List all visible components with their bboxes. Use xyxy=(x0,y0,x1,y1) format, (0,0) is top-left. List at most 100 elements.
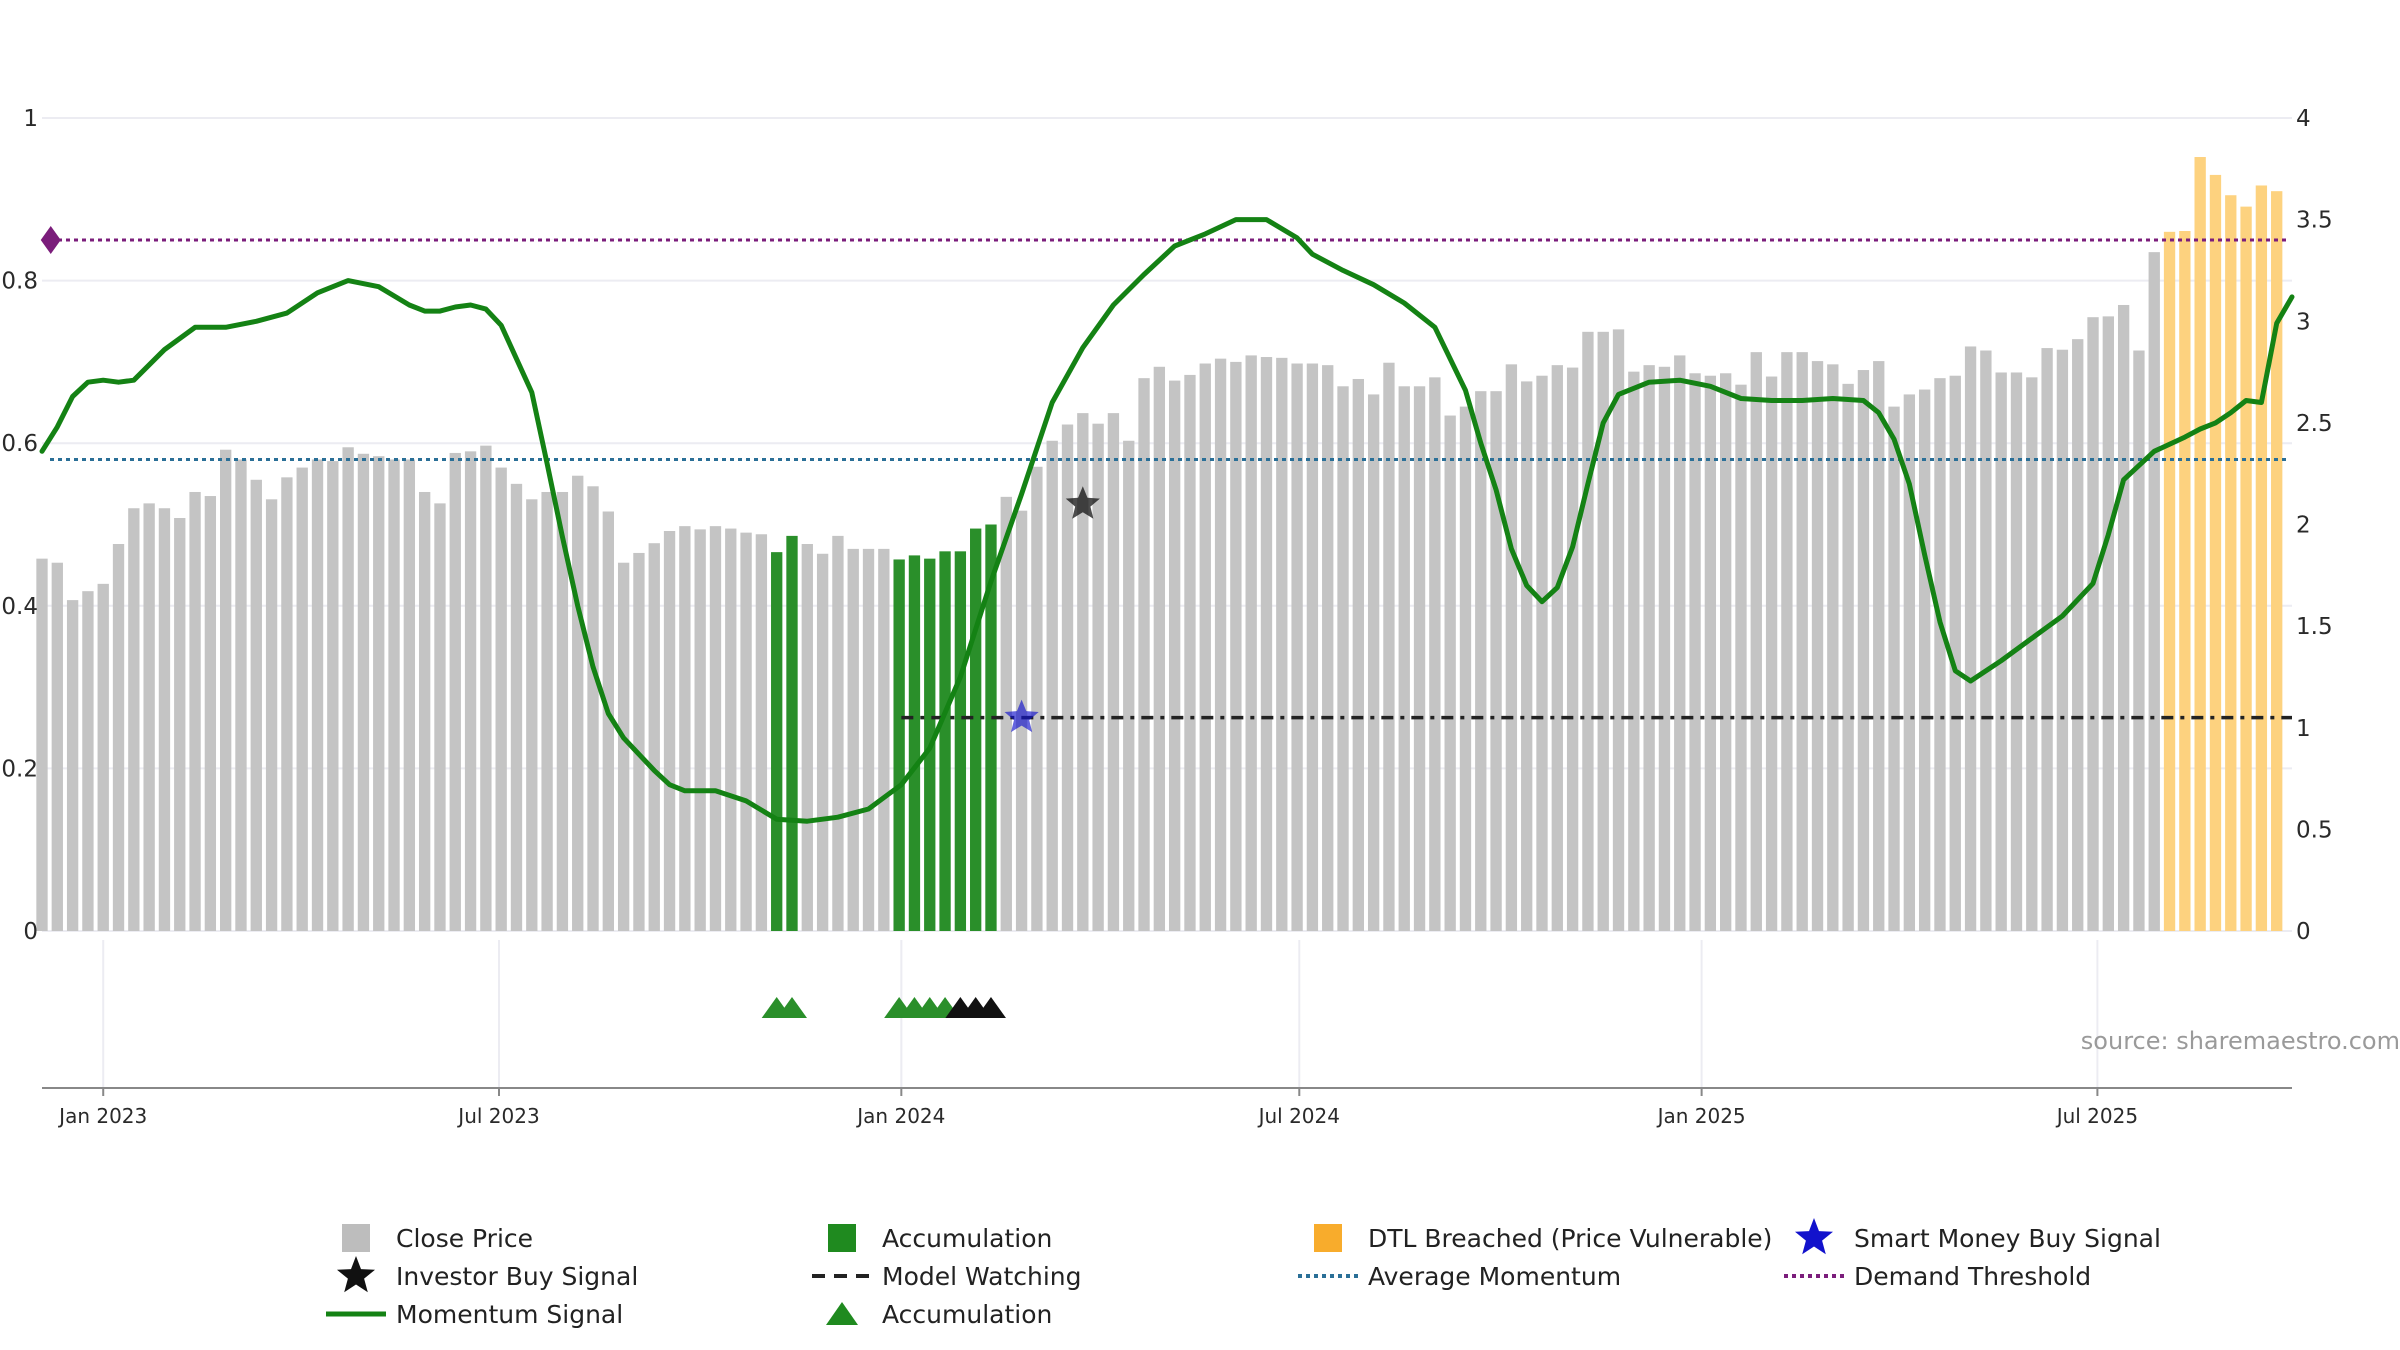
close-price-bar xyxy=(1337,386,1349,931)
close-price-bar xyxy=(1873,361,1885,931)
reference-lines xyxy=(50,238,2292,720)
close-price-bar xyxy=(1566,367,1579,931)
legend-item: Accumulation xyxy=(826,1300,1052,1329)
close-price-bar xyxy=(174,517,186,931)
close-price-bar xyxy=(1949,375,1961,931)
close-price-bar xyxy=(847,548,859,931)
close-price-bar xyxy=(1735,384,1747,931)
dtl-breached-bar xyxy=(2255,185,2268,931)
close-price-bar xyxy=(1383,362,1395,931)
investor-triangle xyxy=(975,997,1006,1018)
y-right-tick-label: 2 xyxy=(2296,513,2311,539)
close-price-bar xyxy=(1077,413,1089,931)
close-price-bar xyxy=(663,531,676,931)
close-price-bar xyxy=(1980,350,1992,931)
close-price-bar xyxy=(1628,371,1640,931)
close-price-bar xyxy=(1367,394,1380,931)
close-price-bar xyxy=(648,543,660,931)
y-right-tick-label: 0.5 xyxy=(2296,817,2333,843)
legend-item: Average Momentum xyxy=(1298,1262,1621,1291)
close-price-bar xyxy=(1123,440,1135,931)
legend-label: Accumulation xyxy=(882,1300,1052,1329)
close-price-bar xyxy=(112,544,125,931)
close-price-bar xyxy=(373,456,385,931)
close-price-bar xyxy=(1704,375,1717,931)
legend-item: Investor Buy Signal xyxy=(337,1256,638,1293)
y-left-tick-label: 1 xyxy=(23,106,38,132)
demand-threshold-marker xyxy=(40,225,61,254)
close-price-bar xyxy=(1750,352,1762,931)
close-price-bar xyxy=(2087,317,2099,931)
x-tick-label: Jan 2024 xyxy=(855,1104,945,1128)
dtl-breached-bar xyxy=(2163,231,2176,931)
legend-label: Close Price xyxy=(396,1224,533,1253)
y-axis-left: 0 0.2 0.4 0.6 0.8 1 xyxy=(1,106,38,945)
legend-label: Model Watching xyxy=(882,1262,1082,1291)
close-price-bar xyxy=(2148,252,2160,931)
close-price-bar xyxy=(1475,391,1487,932)
close-price-bar xyxy=(1827,364,1839,931)
close-price-bar xyxy=(1429,377,1441,931)
accumulation-bar xyxy=(985,524,997,931)
accumulation-bar xyxy=(786,535,798,931)
legend-triangle-icon xyxy=(826,1302,858,1325)
close-price-bar xyxy=(1214,358,1227,931)
legend-label: Average Momentum xyxy=(1368,1262,1621,1291)
accumulation-bar xyxy=(771,552,783,931)
dtl-breached-bar xyxy=(2225,195,2237,932)
close-price-bar xyxy=(801,544,813,931)
close-price-bar xyxy=(342,447,354,931)
close-price-bar xyxy=(1811,361,1824,931)
close-price-bar xyxy=(1857,370,1870,931)
close-price-bar xyxy=(311,459,324,931)
close-price-bar xyxy=(143,503,155,931)
close-price-bar xyxy=(204,496,217,931)
close-price-bar xyxy=(1168,380,1181,931)
close-price-bar xyxy=(1260,357,1273,932)
close-price-bar xyxy=(1199,363,1211,931)
close-price-bar xyxy=(2102,316,2114,931)
x-tick-label: Jan 2023 xyxy=(57,1104,147,1128)
close-price-bar xyxy=(2117,304,2130,931)
close-price-bar xyxy=(556,491,569,931)
close-price-bar xyxy=(617,562,630,931)
close-price-bar xyxy=(1061,424,1074,931)
close-price-bar xyxy=(1490,391,1502,932)
close-price-bar xyxy=(449,452,461,931)
legend-swatch xyxy=(828,1224,856,1252)
close-price-bar xyxy=(1674,355,1686,931)
y-right-tick-label: 0 xyxy=(2296,919,2311,945)
momentum-signal xyxy=(39,217,2295,824)
y-axis-right: 0 0.5 1 1.5 2 2.5 3 3.5 4 xyxy=(2296,106,2333,945)
legend-item: Model Watching xyxy=(812,1262,1082,1291)
close-price-bar xyxy=(1230,361,1242,931)
accumulation-bar xyxy=(939,551,951,931)
close-price-bar xyxy=(495,467,507,931)
close-price-bar xyxy=(1689,373,1701,932)
legend-star-icon xyxy=(1795,1218,1833,1255)
close-price-bar xyxy=(725,528,737,931)
legend-label: Momentum Signal xyxy=(396,1300,623,1329)
close-price-bar xyxy=(51,562,63,931)
close-price-bar xyxy=(434,503,446,931)
legend-item: Accumulation xyxy=(828,1224,1052,1253)
legend-item: Smart Money Buy Signal xyxy=(1795,1218,2161,1255)
close-price-bar xyxy=(2026,377,2038,931)
source-label: source: sharemaestro.com xyxy=(2081,1027,2400,1055)
y-left-tick-label: 0.8 xyxy=(1,269,38,295)
legend-star-icon xyxy=(337,1256,375,1293)
close-price-bar xyxy=(1720,373,1732,932)
y-right-tick-label: 3 xyxy=(2296,309,2311,335)
y-right-tick-label: 2.5 xyxy=(2296,411,2333,437)
close-price-bar xyxy=(2041,348,2053,932)
legend: Close Price Accumulation DTL Breached (Pri… xyxy=(326,1218,2161,1329)
y-left-tick-label: 0.4 xyxy=(1,594,38,620)
close-price-bar xyxy=(633,552,645,931)
y-left-tick-label: 0 xyxy=(23,919,38,945)
legend-item: Close Price xyxy=(342,1224,533,1253)
accumulation-triangle xyxy=(777,997,807,1018)
close-price-bar xyxy=(1184,374,1196,932)
investor-buy-signal-star xyxy=(1065,486,1100,519)
close-price-bar xyxy=(1643,365,1655,932)
